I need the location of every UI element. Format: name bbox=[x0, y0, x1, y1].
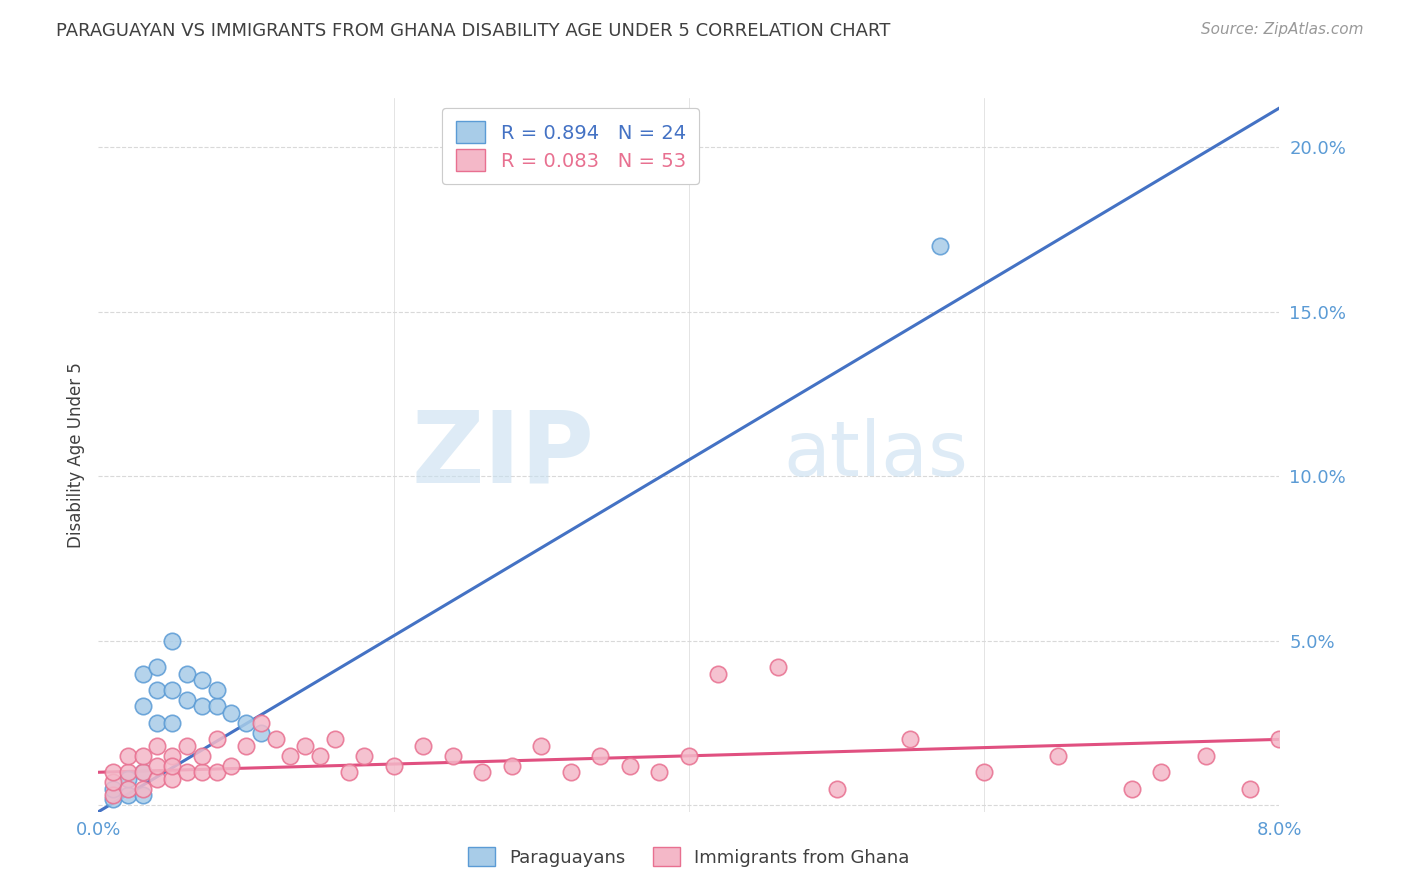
Point bbox=[1268, 732, 1291, 747]
Point bbox=[103, 791, 124, 805]
Point bbox=[898, 732, 921, 747]
Text: ZIP: ZIP bbox=[412, 407, 595, 503]
Point bbox=[176, 666, 198, 681]
Point bbox=[323, 732, 346, 747]
Point bbox=[205, 699, 228, 714]
Point bbox=[146, 758, 169, 772]
Point bbox=[132, 789, 155, 803]
Point bbox=[103, 765, 124, 780]
Point bbox=[471, 765, 494, 780]
Point bbox=[103, 781, 124, 796]
Point bbox=[191, 699, 214, 714]
Text: Source: ZipAtlas.com: Source: ZipAtlas.com bbox=[1201, 22, 1364, 37]
Point bbox=[308, 748, 332, 763]
Point bbox=[707, 666, 730, 681]
Point bbox=[250, 726, 273, 740]
Point bbox=[117, 781, 139, 796]
Point bbox=[1121, 781, 1143, 796]
Point bbox=[412, 739, 434, 753]
Point bbox=[146, 772, 169, 786]
Point bbox=[162, 683, 183, 698]
Point bbox=[132, 781, 155, 796]
Point bbox=[1046, 748, 1069, 763]
Point bbox=[1194, 748, 1216, 763]
Point bbox=[162, 772, 183, 786]
Point bbox=[219, 758, 242, 772]
Point bbox=[103, 775, 124, 789]
Point bbox=[382, 758, 405, 772]
Point bbox=[191, 748, 214, 763]
Point bbox=[162, 758, 183, 772]
Point bbox=[191, 765, 214, 780]
Point bbox=[235, 739, 257, 753]
Point bbox=[530, 739, 553, 753]
Point bbox=[278, 748, 301, 763]
Point bbox=[264, 732, 287, 747]
Point bbox=[205, 683, 228, 698]
Point bbox=[132, 765, 155, 780]
Point bbox=[648, 765, 671, 780]
Point bbox=[146, 660, 169, 674]
Legend: Paraguayans, Immigrants from Ghana: Paraguayans, Immigrants from Ghana bbox=[461, 840, 917, 874]
Point bbox=[162, 748, 183, 763]
Point bbox=[766, 660, 789, 674]
Point bbox=[117, 765, 139, 780]
Point bbox=[132, 699, 155, 714]
Point bbox=[132, 748, 155, 763]
Point bbox=[294, 739, 316, 753]
Point bbox=[132, 765, 155, 780]
Point bbox=[678, 748, 700, 763]
Point bbox=[1150, 765, 1173, 780]
Text: atlas: atlas bbox=[783, 418, 969, 491]
Point bbox=[235, 715, 257, 730]
Point bbox=[162, 715, 183, 730]
Point bbox=[441, 748, 464, 763]
Point bbox=[973, 765, 995, 780]
Point bbox=[146, 715, 169, 730]
Point bbox=[589, 748, 612, 763]
Point bbox=[928, 239, 950, 253]
Point bbox=[132, 666, 155, 681]
Point bbox=[560, 765, 582, 780]
Point bbox=[250, 715, 273, 730]
Point bbox=[825, 781, 848, 796]
Point bbox=[353, 748, 375, 763]
Point bbox=[162, 633, 183, 648]
Point bbox=[191, 673, 214, 688]
Point bbox=[501, 758, 523, 772]
Point bbox=[146, 739, 169, 753]
Point bbox=[337, 765, 360, 780]
Point bbox=[176, 765, 198, 780]
Point bbox=[619, 758, 641, 772]
Legend: R = 0.894   N = 24, R = 0.083   N = 53: R = 0.894 N = 24, R = 0.083 N = 53 bbox=[443, 108, 699, 185]
Point bbox=[205, 765, 228, 780]
Point bbox=[146, 683, 169, 698]
Y-axis label: Disability Age Under 5: Disability Age Under 5 bbox=[66, 362, 84, 548]
Point bbox=[1239, 781, 1261, 796]
Text: PARAGUAYAN VS IMMIGRANTS FROM GHANA DISABILITY AGE UNDER 5 CORRELATION CHART: PARAGUAYAN VS IMMIGRANTS FROM GHANA DISA… bbox=[56, 22, 890, 40]
Point bbox=[176, 739, 198, 753]
Point bbox=[117, 748, 139, 763]
Point bbox=[219, 706, 242, 720]
Point bbox=[117, 789, 139, 803]
Point bbox=[205, 732, 228, 747]
Point bbox=[176, 693, 198, 707]
Point bbox=[117, 772, 139, 786]
Point bbox=[103, 789, 124, 803]
